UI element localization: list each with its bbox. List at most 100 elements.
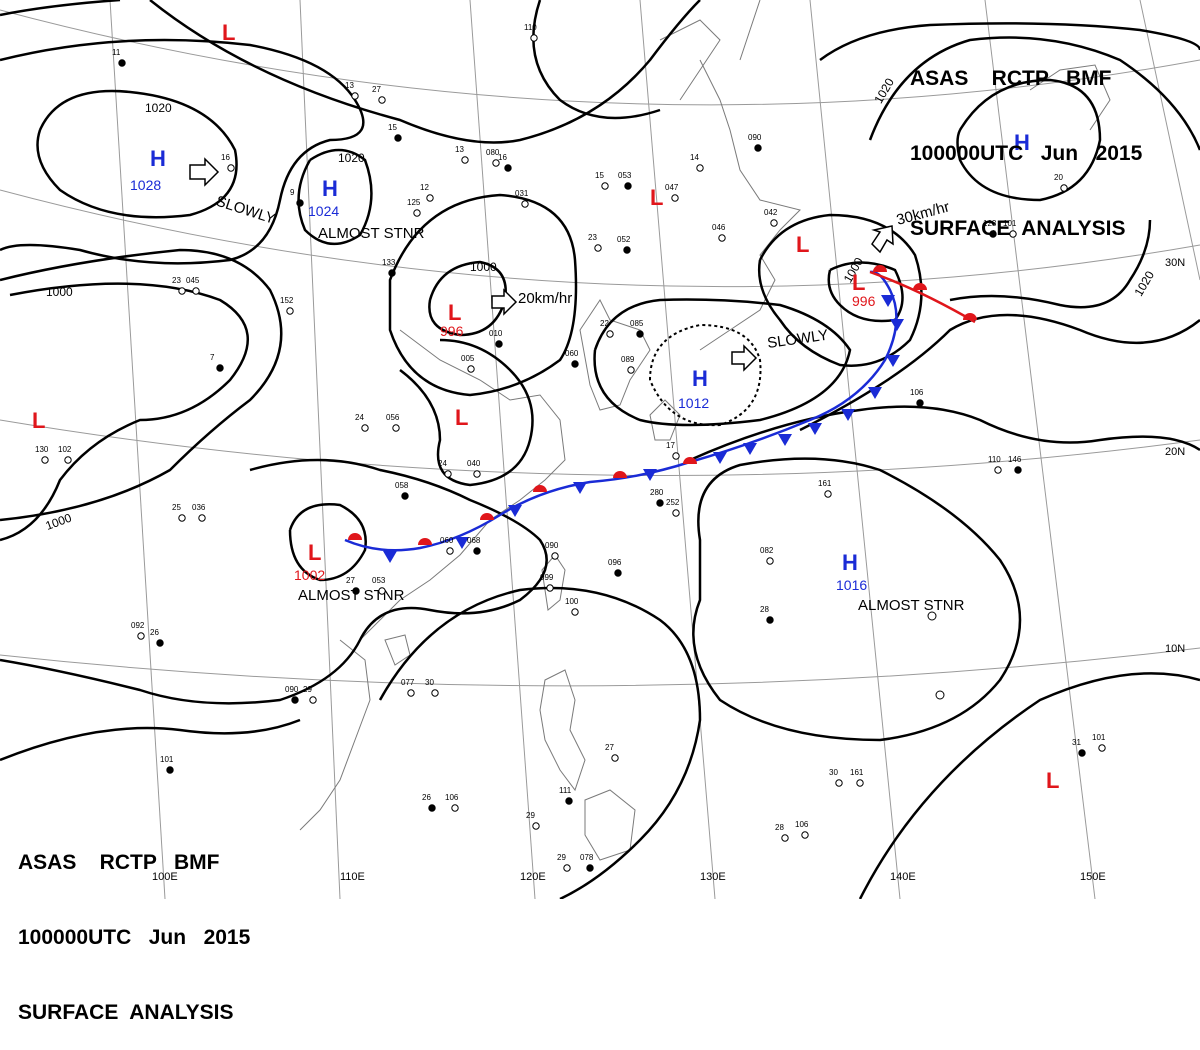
station-marker <box>614 569 622 577</box>
isobar-south-sea <box>378 586 702 899</box>
high-pacific-letter: H <box>842 550 858 575</box>
station-marker <box>989 230 997 238</box>
low-south-china-letter: L <box>308 540 321 565</box>
coast-vietnam <box>299 639 371 831</box>
station-marker <box>601 182 609 190</box>
isobar-east-band <box>949 219 1152 309</box>
station-label: 036 <box>192 503 206 512</box>
coast-okhotsk <box>659 19 721 101</box>
station-label: 23 <box>588 233 597 242</box>
station-label: 047 <box>665 183 679 192</box>
high-siberia-value: 1028 <box>130 177 161 193</box>
station-label: 26 <box>422 793 431 802</box>
station-marker <box>627 366 635 374</box>
station-marker <box>378 587 386 595</box>
station-label: 077 <box>401 678 415 687</box>
station-label: 13 <box>455 145 464 154</box>
cold-front-symbol <box>881 295 895 307</box>
station-marker <box>766 616 774 624</box>
station-marker <box>606 330 614 338</box>
station-label: 042 <box>764 208 778 217</box>
station-marker <box>565 797 573 805</box>
station-label: 13 <box>345 81 354 90</box>
station-marker <box>672 509 680 517</box>
cold-front-symbol <box>573 482 587 494</box>
station-marker <box>546 584 554 592</box>
low-south-china-value: 1002 <box>294 567 325 583</box>
station-label: 26 <box>150 628 159 637</box>
station-marker <box>532 822 540 830</box>
low-west-letter: L <box>32 408 45 433</box>
station-marker <box>551 552 559 560</box>
isobar-west-china <box>0 282 250 542</box>
station-label: 080 <box>486 148 500 157</box>
station-label: 16 <box>221 153 230 162</box>
station-label: 085 <box>630 319 644 328</box>
motion-siberia-high: SLOWLY <box>214 193 278 228</box>
station-label: 11 <box>112 48 121 57</box>
station-marker <box>571 360 579 368</box>
cold-front-symbol <box>778 434 792 446</box>
station-marker <box>1009 230 1017 238</box>
station-label: 7 <box>210 353 215 362</box>
station-label: 29 <box>557 853 566 862</box>
station-label: 106 <box>795 820 809 829</box>
station-marker <box>1014 466 1022 474</box>
low-northwest-value: 996 <box>440 323 464 339</box>
isobar-1000-west <box>0 248 283 522</box>
warm-front-symbol <box>480 513 494 520</box>
isobar-label-1000-west: 1000 <box>46 285 73 299</box>
station-marker <box>492 159 500 167</box>
station-label: 9 <box>290 188 295 197</box>
station-marker <box>296 199 304 207</box>
low-southeast-letter: L <box>1046 768 1059 793</box>
station-marker <box>392 424 400 432</box>
station-marker <box>428 804 436 812</box>
station-marker <box>156 639 164 647</box>
station-label: 14 <box>690 153 699 162</box>
motion-arrows <box>189 157 894 372</box>
station-marker <box>801 831 809 839</box>
lat-label-10n: 10N <box>1165 643 1185 655</box>
station-marker <box>64 456 72 464</box>
isobar-1020-northeast <box>868 36 1200 151</box>
station-label: 040 <box>467 459 481 468</box>
station-marker <box>781 834 789 842</box>
isobar-pacific-1 <box>799 313 1200 432</box>
station-marker <box>216 364 224 372</box>
coast-luzon <box>539 669 586 792</box>
front-symbols <box>348 265 977 563</box>
station-marker <box>41 456 49 464</box>
lon-label-100e: 100E <box>152 871 178 883</box>
station-marker <box>198 514 206 522</box>
station-marker <box>351 92 359 100</box>
station-label: 252 <box>666 498 680 507</box>
warm-front-symbol <box>418 538 432 545</box>
lon-label-130e: 130E <box>700 871 726 883</box>
station-label: 161 <box>818 479 832 488</box>
station-marker <box>178 514 186 522</box>
station-label: 15 <box>388 123 397 132</box>
station-marker <box>444 470 452 478</box>
station-label: 052 <box>617 235 631 244</box>
station-marker <box>624 182 632 190</box>
isobar-eurasia-north <box>0 0 121 17</box>
isobar-far-south <box>0 718 301 762</box>
station-label: 31 <box>1072 738 1081 747</box>
isobar-label-1020-mongolia: 1020 <box>338 151 365 165</box>
motion-northwest-low: 20km/hr <box>518 290 572 307</box>
station-label: 092 <box>131 621 145 630</box>
station-label: 110 <box>524 23 537 32</box>
isobar-siberia-high-inner <box>36 89 238 219</box>
coast-korea <box>579 299 651 411</box>
station-marker <box>766 557 774 565</box>
station-marker <box>118 59 126 67</box>
low-manchuria-letter: L <box>650 185 663 210</box>
cold-front-symbol <box>868 387 882 399</box>
station-marker <box>178 287 186 295</box>
high-mongolia-letter: H <box>322 176 338 201</box>
station-marker <box>656 499 664 507</box>
station-label: 130 <box>35 445 49 454</box>
header-top-line2: 100000UTC Jun 2015 <box>910 142 1143 165</box>
